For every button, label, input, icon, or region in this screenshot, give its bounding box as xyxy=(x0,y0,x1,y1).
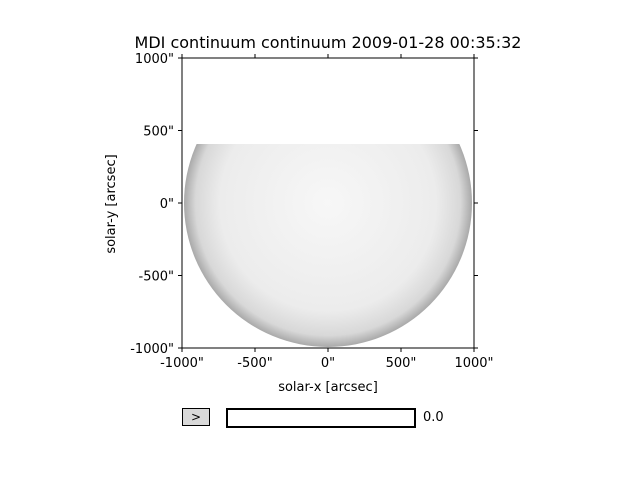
frame-slider[interactable] xyxy=(226,408,416,428)
y-tick-label: 1000" xyxy=(135,52,174,67)
x-tick-label: 0" xyxy=(321,356,335,371)
x-tick-label: 500" xyxy=(386,356,417,371)
y-tick-label: -500" xyxy=(139,270,174,285)
play-button[interactable]: > xyxy=(182,408,210,426)
y-tick-label: -1000" xyxy=(130,342,174,357)
plot-title: MDI continuum continuum 2009-01-28 00:35… xyxy=(134,33,522,52)
y-axis: 1000" 500" 0" -500" -1000" xyxy=(130,52,478,357)
x-axis: -1000" -500" 0" 500" 1000" xyxy=(160,54,494,371)
x-tick-label: 1000" xyxy=(454,356,493,371)
x-tick-label: -1000" xyxy=(160,356,204,371)
slider-value: 0.0 xyxy=(423,410,444,425)
sun-disk xyxy=(184,144,472,347)
y-axis-label: solar-y [arcsec] xyxy=(104,154,119,253)
y-tick-label: 500" xyxy=(143,125,174,140)
x-axis-label: solar-x [arcsec] xyxy=(278,380,378,395)
x-tick-label: -500" xyxy=(237,356,272,371)
y-tick-label: 0" xyxy=(160,197,174,212)
